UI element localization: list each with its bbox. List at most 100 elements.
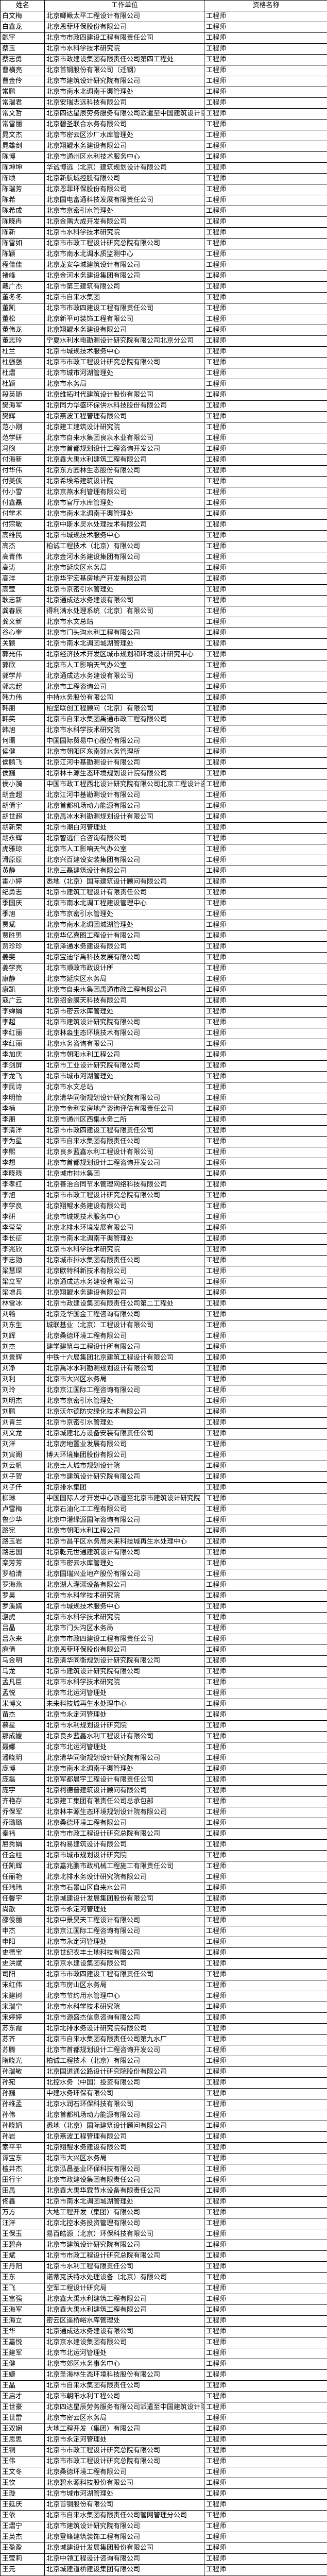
table-row: 李超 北京市建筑设计研究院有限公司 工程师: [0, 1017, 327, 1028]
table-row: 季旭 北京市京密引水管理处 工程师: [0, 909, 327, 920]
table-row: 李明怡 北京清华同衡规划设计研究院有限公司 工程师: [0, 1093, 327, 1104]
qualification-cell: 工程师: [204, 1677, 327, 1688]
table-row: 韩力伟 中持水务股份有限公司 工程师: [0, 692, 327, 704]
table-row: 郭光伟 北京经济技术开发区城市规划和环境设计研究中心 工程师: [0, 649, 327, 660]
work-unit-cell: 北京林丰源生态环境规划设计院有限公司: [44, 1807, 204, 1818]
name-cell: 李孝红: [0, 1179, 45, 1191]
work-unit-cell: 悉地（北京）国际建筑设计顾问有限公司: [44, 2121, 204, 2132]
table-row: 李熙 北京良乡蓝鑫水利工程设计有限公司 工程师: [0, 1147, 327, 1158]
name-cell: 谷心奎: [0, 628, 45, 639]
qualification-cell: 工程师: [204, 2207, 327, 2218]
work-unit-cell: 北京泽通水务建设有限公司: [44, 941, 204, 953]
table-row: 曹横亮 北京首钢股份有限公司（迁钢） 工程师: [0, 65, 327, 76]
table-row: 潘晓玥 北京清华同衡规划设计研究院有限公司 工程师: [0, 1753, 327, 1764]
qualification-cell: 工程师: [204, 335, 327, 347]
table-row: 王华 北京通成达水务建设有限公司 工程师: [0, 2326, 327, 2337]
work-unit-cell: 北京禹冰水利勘测规划设计有限公司: [44, 1363, 204, 1375]
qualification-cell: 工程师: [204, 1612, 327, 1623]
name-cell: 季旭: [0, 909, 45, 920]
qualification-cell: 工程师: [204, 2175, 327, 2186]
qualification-cell: 工程师: [204, 162, 327, 174]
qualification-cell: 工程师: [204, 1904, 327, 1916]
name-cell: 杜熠: [0, 368, 45, 379]
qualification-cell: 工程师: [204, 476, 327, 487]
table-row: 刘明杰 北京市京密引水管理处 工程师: [0, 1396, 327, 1407]
work-unit-cell: 北京禹冰水利勘测规划设计有限公司: [44, 811, 204, 823]
work-unit-cell: 北京市南水北调南干渠管理处: [44, 1233, 204, 1245]
table-row: 王元 北京城建道桥建设集团有限公司 工程师: [0, 2564, 327, 2575]
qualification-cell: 工程师: [204, 725, 327, 736]
name-cell: 蔡志勇: [0, 54, 45, 65]
work-unit-cell: 北京嘉兆鹏市政机械工程施工有限责任公司: [44, 1861, 204, 1872]
qualification-cell: 工程师: [204, 325, 327, 336]
work-unit-cell: 北京柯德普建筑设计顾问有限公司: [44, 1785, 204, 1797]
qualification-cell: 工程师: [204, 238, 327, 249]
work-unit-cell: 中国国际贸易中心股份有限公司: [44, 736, 204, 747]
qualification-cell: 工程师: [204, 2142, 327, 2154]
qualification-cell: 工程师: [204, 1601, 327, 1613]
work-unit-cell: 北京三磊建筑设计有限公司: [44, 866, 204, 877]
table-row: 王盈盈 北京城建设计发展集团股份有限公司 工程师: [0, 2543, 327, 2554]
qualification-cell: 工程师: [204, 844, 327, 855]
table-row: 王世豪北京四达星辰劳务服务有限公司派遣至中国建筑设计院有限公司工程师: [0, 2402, 327, 2413]
table-row: 史德宝 北京世纪农丰土地科技有限公司 工程师: [0, 1947, 327, 1959]
name-cell: 罗海燕: [0, 1580, 45, 1591]
name-cell: 王海军: [0, 2304, 45, 2316]
table-row: 万方 大地工程开发（集团）有限公司 工程师: [0, 2207, 327, 2218]
name-cell: 宋建树: [0, 1991, 45, 2002]
name-cell: 王盈盈: [0, 2543, 45, 2554]
name-cell: 马金明: [0, 1655, 45, 1667]
qualification-cell: 工程师: [204, 1634, 327, 1645]
work-unit-cell: 北京燕波工程管理有限公司: [44, 411, 204, 422]
table-row: 蔡玉 北京市水科学技术研究院 工程师: [0, 43, 327, 55]
name-cell: 董志玲: [0, 335, 45, 347]
name-cell: 虎雅琼: [0, 844, 45, 855]
table-row: 胡倩宇 北京首都机场动力能源有限公司 工程师: [0, 801, 327, 812]
name-cell: 陈瑞芳: [0, 184, 45, 195]
table-row: 邵俊丽 北京中景昊天工程设计有限公司 工程师: [0, 1915, 327, 1926]
qualification-cell: 工程师: [204, 1547, 327, 1558]
work-unit-cell: 北京市政建设集团有限责任公司第二工程处: [44, 1298, 204, 1310]
table-row: 胡新荣 北京市潮白河管理处 工程师: [0, 822, 327, 834]
work-unit-cell: 北京市南水北调团城湖管理处: [44, 920, 204, 931]
qualification-cell: 工程师: [204, 498, 327, 509]
qualification-cell: 工程师: [204, 1753, 327, 1764]
name-cell: 孟悦: [0, 1688, 45, 1699]
name-cell: 王碧舟: [0, 2240, 45, 2251]
table-row: 汪洋 北京北控水务投资管理有限公司 工程师: [0, 2218, 327, 2229]
name-cell: 常文哲: [0, 108, 45, 120]
work-unit-cell: 北京建工建筑设计研究院: [44, 422, 204, 433]
qualification-cell: 工程师: [204, 206, 327, 217]
work-unit-cell: 北京市水科学技术研究院: [44, 1612, 204, 1623]
qualification-cell: 工程师: [204, 519, 327, 531]
table-row: 王东 诺蒂克沃特水处理设备（北京）有限公司 工程师: [0, 2272, 327, 2283]
qualification-cell: 工程师: [204, 1623, 327, 1634]
qualification-cell: 工程师: [204, 1125, 327, 1137]
work-unit-cell: 北京金隅大成开发有限公司: [44, 216, 204, 228]
work-unit-cell: 北京市京密引水管理处: [44, 909, 204, 920]
name-cell: 付鑫磊: [0, 498, 45, 509]
name-cell: 乔保军: [0, 1807, 45, 1818]
table-row: 马金明 北京清华同衡规划设计研究院有限公司 工程师: [0, 1655, 327, 1667]
work-unit-cell: 北京城建设计发展集团股份有限公司: [44, 2543, 204, 2554]
table-row: 耿志新 北京通成达水务建设有限公司 工程师: [0, 595, 327, 606]
qualification-cell: 工程师: [204, 2337, 327, 2348]
table-row: 韩旭 北京市水科学技术研究院 工程师: [0, 725, 327, 736]
table-row: 马龙 北京市建筑设计研究院有限公司 工程师: [0, 1666, 327, 1677]
qualification-cell: 工程师: [204, 768, 327, 779]
name-cell: 刘鹏: [0, 1406, 45, 1418]
work-unit-cell: 北京恩菲环保股份有限公司: [44, 184, 204, 195]
table-row: 任凯辉 北京嘉兆鹏市政机械工程施工有限责任公司 工程师: [0, 1861, 327, 1872]
qualification-cell: 工程师: [204, 952, 327, 963]
qualification-cell: 工程师: [204, 671, 327, 682]
name-cell: 侯鹏飞: [0, 757, 45, 769]
name-cell: 范小刚: [0, 422, 45, 433]
name-cell: 刘玲: [0, 1385, 45, 1396]
name-cell: 李龙飞: [0, 1071, 45, 1082]
qualification-cell: 工程师: [204, 43, 327, 55]
qualification-cell: 工程师: [204, 887, 327, 899]
work-unit-cell: 北京清华同衡规划设计研究院有限公司: [44, 1753, 204, 1764]
table-row: 董志玲 宁夏水利水电勘测设计研究院有限公司北京分公司 工程师: [0, 335, 327, 347]
qualification-cell: 工程师: [204, 487, 327, 498]
name-cell: 米博义: [0, 1699, 45, 1710]
